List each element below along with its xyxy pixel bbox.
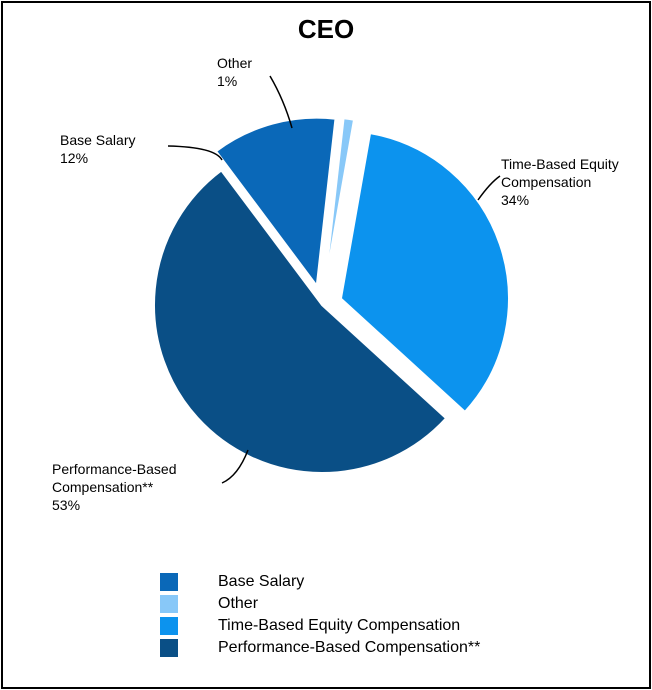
leader-line xyxy=(477,175,501,201)
chart-title: CEO xyxy=(297,14,355,44)
slice-label-line: Compensation xyxy=(501,174,592,190)
slice-label-line: 1% xyxy=(217,73,238,89)
slice-label-line: 12% xyxy=(60,150,89,166)
pie-slice-time-based-equity-compensation xyxy=(339,131,510,414)
leader-line xyxy=(221,449,249,484)
slice-label: Other 1% xyxy=(217,54,252,90)
pie-slice-performance-based-compensation xyxy=(153,169,448,474)
slice-label: Time-Based Equity Compensation 34% xyxy=(501,155,619,209)
slice-label-line: Base Salary xyxy=(60,132,136,148)
legend-swatch xyxy=(160,617,178,635)
legend-swatch xyxy=(160,573,178,591)
slice-label-line: Other xyxy=(217,55,253,71)
legend-label: Performance-Based Compensation** xyxy=(218,639,481,656)
pie-slice-base-salary xyxy=(214,116,337,289)
legend-label: Time-Based Equity Compensation xyxy=(218,617,461,634)
slice-label: Performance-Based Compensation** 53% xyxy=(52,460,177,514)
legend-swatch xyxy=(160,595,178,613)
pie-slice-other xyxy=(323,117,356,286)
legend-swatch xyxy=(160,639,178,657)
leader-line xyxy=(167,145,223,161)
slice-label-line: 53% xyxy=(52,497,81,513)
slice-label-line: Time-Based Equity xyxy=(501,156,619,172)
legend-label: Base Salary xyxy=(218,573,305,590)
slice-label-line: 34% xyxy=(501,192,530,208)
slice-label-line: Compensation** xyxy=(52,479,154,495)
leader-line xyxy=(269,75,293,129)
slice-label: Base Salary 12% xyxy=(60,131,135,167)
slice-label-line: Performance-Based xyxy=(52,461,177,477)
legend-label: Other xyxy=(218,595,259,612)
